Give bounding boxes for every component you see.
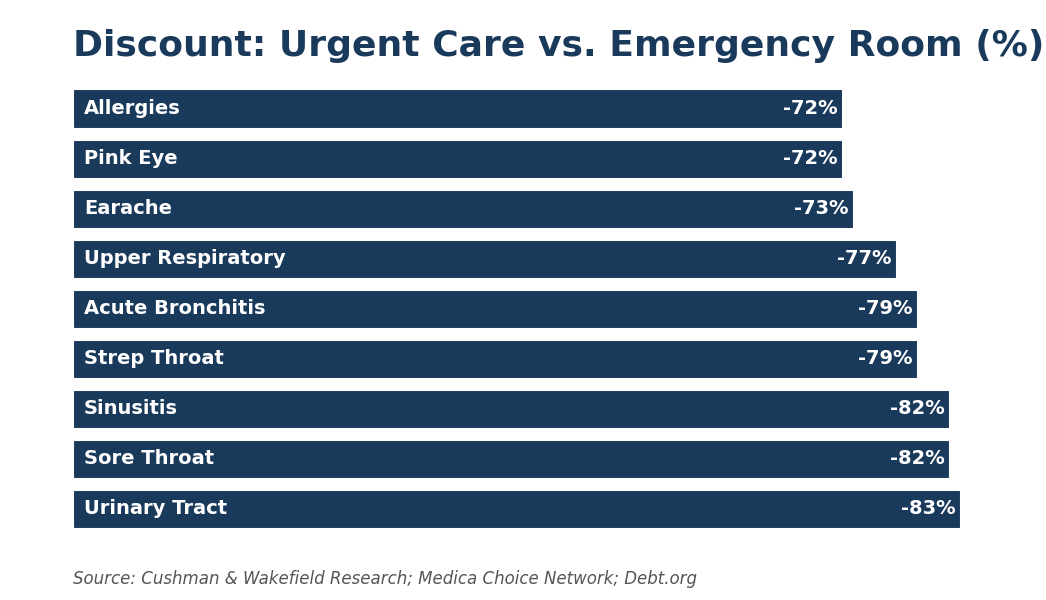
Text: -77%: -77% <box>837 250 891 269</box>
Text: Allergies: Allergies <box>84 100 181 118</box>
Text: -79%: -79% <box>859 299 913 319</box>
Text: -72%: -72% <box>783 100 838 118</box>
Text: -83%: -83% <box>902 499 956 518</box>
Text: Strep Throat: Strep Throat <box>84 349 224 368</box>
Bar <box>73 190 855 229</box>
Text: -82%: -82% <box>890 400 946 419</box>
Text: Sore Throat: Sore Throat <box>84 449 214 469</box>
Text: Source: Cushman & Wakefield Research; Medica Choice Network; Debt.org: Source: Cushman & Wakefield Research; Me… <box>73 570 698 588</box>
Bar <box>73 289 918 329</box>
Text: Discount: Urgent Care vs. Emergency Room (%): Discount: Urgent Care vs. Emergency Room… <box>73 29 1045 63</box>
Text: Urinary Tract: Urinary Tract <box>84 499 227 518</box>
Text: Earache: Earache <box>84 199 172 218</box>
Bar <box>73 139 843 179</box>
Bar <box>73 89 843 128</box>
Text: -82%: -82% <box>890 449 946 469</box>
Text: Pink Eye: Pink Eye <box>84 149 178 169</box>
Bar <box>73 389 951 428</box>
Text: Sinusitis: Sinusitis <box>84 400 178 419</box>
Bar <box>73 340 918 379</box>
Bar <box>73 490 961 529</box>
Text: -73%: -73% <box>794 199 848 218</box>
Text: -72%: -72% <box>783 149 838 169</box>
Text: Acute Bronchitis: Acute Bronchitis <box>84 299 266 319</box>
Bar <box>73 439 951 479</box>
Bar <box>73 239 897 278</box>
Text: -79%: -79% <box>859 349 913 368</box>
Text: Upper Respiratory: Upper Respiratory <box>84 250 286 269</box>
